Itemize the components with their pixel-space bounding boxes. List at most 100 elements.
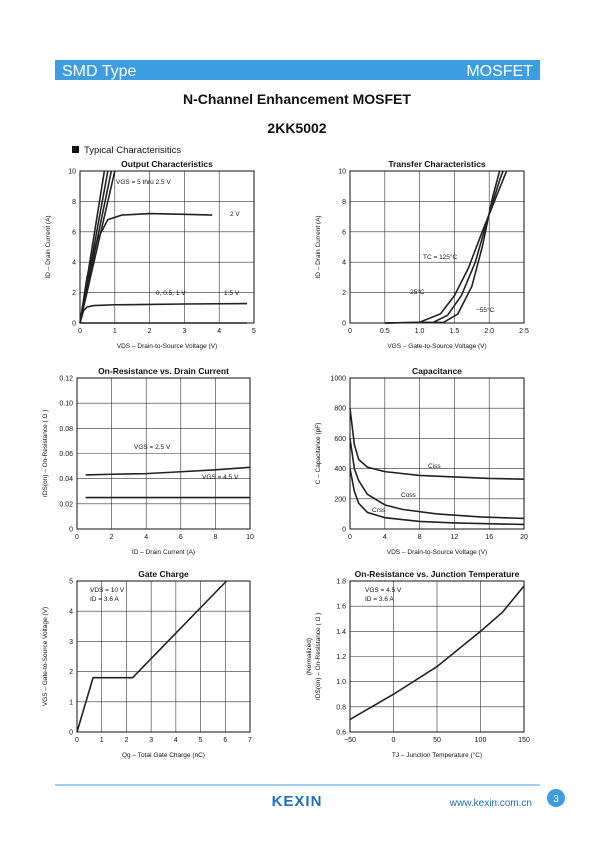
- curve: [349, 468, 525, 526]
- x-tick-label: 150: [518, 737, 530, 744]
- y-axis-label: ID – Drain Current (A): [45, 215, 52, 278]
- x-tick-label: 12: [451, 534, 459, 541]
- y-tick-label: 6: [342, 229, 346, 236]
- header-left: SMD Type: [62, 63, 137, 80]
- annotation: ID = 3.6 A: [90, 596, 119, 603]
- annotation: VGS = 5 thru 2.5 V: [116, 179, 171, 186]
- x-tick-label: 5: [252, 328, 256, 335]
- header-bar: [55, 60, 540, 80]
- plot-frame: [76, 377, 251, 530]
- y-tick-label: 2: [69, 669, 73, 676]
- x-axis-label: Qg – Total Gate Charge (nC): [122, 752, 205, 759]
- part-number: 2KK5002: [267, 120, 326, 136]
- x-tick-label: 0: [348, 328, 352, 335]
- curve: [349, 585, 525, 721]
- x-tick-label: 0: [348, 534, 352, 541]
- x-axis-label: VDS – Drain-to-Source Voltage (V): [387, 549, 487, 556]
- y-tick-label: 800: [334, 406, 346, 413]
- x-tick-label: 20: [520, 534, 528, 541]
- annotation: 0, 0.5, 1 V: [156, 290, 186, 297]
- curve: [76, 580, 228, 733]
- y-tick-label: 0.12: [59, 376, 73, 383]
- x-tick-label: 0: [392, 737, 396, 744]
- curve: [349, 408, 525, 480]
- y-tick-label: 1.6: [336, 604, 346, 611]
- y-tick-label: 0.10: [59, 401, 73, 408]
- y-tick-label: 0.08: [59, 426, 73, 433]
- y-tick-label: 5: [69, 579, 73, 586]
- y-tick-label: 10: [338, 169, 346, 176]
- y-tick-label: 8: [72, 199, 76, 206]
- annotation: 25°C: [410, 288, 425, 296]
- x-tick-label: 0.5: [380, 328, 390, 335]
- x-tick-label: 1.0: [415, 328, 425, 335]
- y-axis-label: ID – Drain Current (A): [315, 215, 322, 278]
- annotation: Coss: [401, 492, 417, 499]
- x-tick-label: 6: [223, 737, 227, 744]
- x-tick-label: 4: [144, 534, 148, 541]
- x-tick-label: 10: [246, 534, 254, 541]
- y-tick-label: 1.0: [336, 679, 346, 686]
- y-tick-label: 200: [334, 496, 346, 503]
- x-axis-label: VGS – Gate-to-Source Voltage (V): [387, 343, 486, 350]
- annotation: Ciss: [428, 463, 441, 470]
- y-tick-label: 400: [334, 466, 346, 473]
- x-tick-label: 2: [148, 328, 152, 335]
- y-axis-label: (Normalized): [306, 638, 313, 675]
- x-tick-label: 5: [199, 737, 203, 744]
- chart-title: Output Characteristics: [121, 159, 213, 169]
- x-tick-label: 2.0: [484, 328, 494, 335]
- y-tick-label: 1.8: [336, 579, 346, 586]
- y-tick-label: 4: [69, 609, 73, 616]
- plot-frame: [349, 580, 525, 733]
- x-tick-label: 100: [475, 737, 487, 744]
- chart-title: On-Resistance vs. Drain Current: [98, 366, 229, 376]
- y-tick-label: 0.6: [336, 730, 346, 737]
- y-axis-label: rDS(on) – On-Resistance ( Ω ): [42, 410, 49, 498]
- x-tick-label: 4: [217, 328, 221, 335]
- x-tick-label: 16: [485, 534, 493, 541]
- footer-url: www.kexin.com.cn: [449, 798, 532, 809]
- y-tick-label: 8: [342, 199, 346, 206]
- y-tick-label: 0: [69, 527, 73, 534]
- header-right: MOSFET: [466, 63, 533, 80]
- x-axis-label: VDS – Drain-to-Source Voltage (V): [117, 343, 217, 350]
- x-tick-label: 1.5: [450, 328, 460, 335]
- plot-frame: [76, 580, 251, 733]
- x-tick-label: 7: [248, 737, 252, 744]
- annotation: VGS = 2.5 V: [134, 444, 171, 451]
- x-tick-label: 4: [174, 737, 178, 744]
- y-tick-label: 4: [72, 260, 76, 267]
- doc-title: N-Channel Enhancement MOSFET: [183, 91, 411, 107]
- annotation: 1.5 V: [224, 290, 240, 297]
- x-tick-label: 8: [213, 534, 217, 541]
- y-tick-label: 4: [342, 260, 346, 267]
- curve: [349, 438, 525, 520]
- annotation: VGS = 4.5 V: [365, 587, 402, 594]
- x-tick-label: −50: [344, 737, 356, 744]
- curve: [85, 466, 251, 476]
- x-tick-label: 0: [78, 328, 82, 335]
- x-tick-label: 2: [110, 534, 114, 541]
- footer-logo: KEXIN: [272, 793, 323, 810]
- x-tick-label: 2.5: [519, 328, 529, 335]
- y-tick-label: 1.4: [336, 629, 346, 636]
- x-tick-label: 4: [383, 534, 387, 541]
- y-tick-label: 1: [69, 699, 73, 706]
- y-tick-label: 0: [342, 527, 346, 534]
- x-tick-label: 8: [418, 534, 422, 541]
- y-axis-label: VGS – Gate-to-Source Voltage (V): [42, 607, 49, 706]
- y-axis-label: rDS(on) – On-Resistance ( Ω ): [315, 613, 322, 701]
- chart-title: Capacitance: [412, 366, 462, 376]
- chart-title: On-Resistance vs. Junction Temperature: [355, 569, 520, 579]
- annotation: −55°C: [476, 306, 495, 314]
- x-tick-label: 6: [179, 534, 183, 541]
- x-tick-label: 1: [113, 328, 117, 335]
- annotation: ID = 3.6 A: [365, 596, 394, 603]
- y-tick-label: 0.06: [59, 451, 73, 458]
- page-number: 3: [553, 794, 559, 805]
- y-tick-label: 0: [69, 730, 73, 737]
- curve: [384, 170, 508, 324]
- page-badge: [547, 789, 565, 807]
